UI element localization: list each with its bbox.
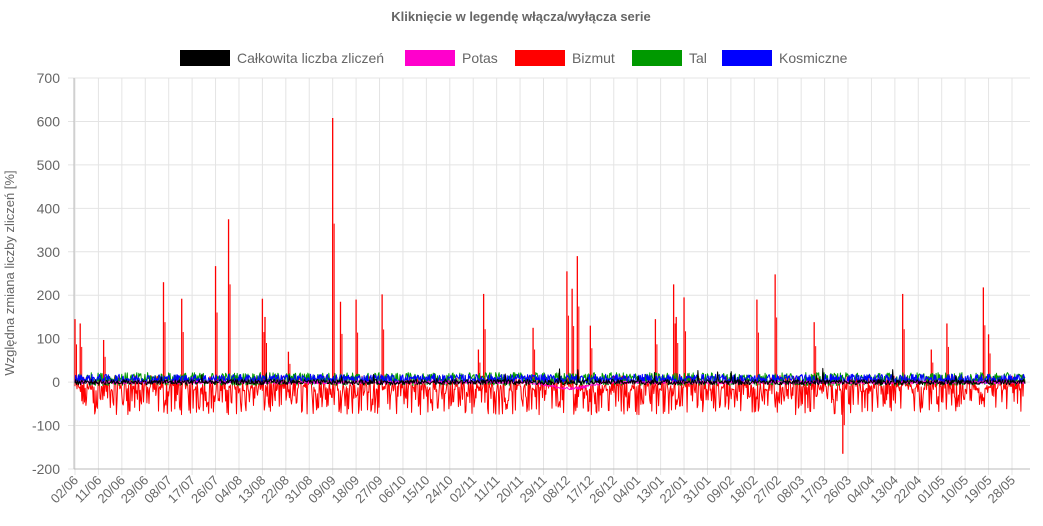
- y-tick-label: 100: [37, 331, 61, 347]
- legend-swatch: [405, 50, 455, 66]
- legend-swatch: [515, 50, 565, 66]
- x-tick-label: 28/05: [984, 473, 1018, 507]
- legend-swatch: [632, 50, 682, 66]
- plot-area: [74, 117, 1026, 454]
- y-tick-label: -100: [32, 418, 60, 434]
- legend-label: Potas: [462, 50, 498, 66]
- y-tick-label: 300: [37, 244, 61, 260]
- legend-label: Bizmut: [572, 50, 615, 66]
- legend-label: Tal: [689, 50, 707, 66]
- y-axis-ticks: 700 600 500 400 300 200 100 0 -100 -200: [32, 70, 60, 477]
- y-axis-label: Względna zmiana liczby zliczeń [%]: [2, 170, 17, 375]
- y-tick-label: -200: [32, 461, 60, 477]
- chart-title: Kliknięcie w legendę włącza/wyłącza seri…: [391, 9, 650, 24]
- legend-item[interactable]: Kosmiczne: [722, 50, 848, 66]
- series-line-0: [74, 367, 1026, 386]
- legend-item[interactable]: Całkowita liczba zliczeń: [180, 50, 384, 66]
- grid: [68, 77, 1030, 475]
- legend-label: Kosmiczne: [779, 50, 848, 66]
- y-tick-label: 600: [37, 113, 61, 129]
- y-tick-label: 200: [37, 287, 61, 303]
- series-line-4: [74, 373, 1026, 384]
- y-tick-label: 500: [37, 157, 61, 173]
- legend-swatch: [180, 50, 230, 66]
- legend-item[interactable]: Bizmut: [515, 50, 615, 66]
- legend-label: Całkowita liczba zliczeń: [237, 50, 384, 66]
- y-tick-label: 700: [37, 70, 61, 86]
- y-tick-label: 0: [52, 374, 60, 390]
- legend-item[interactable]: Potas: [405, 50, 498, 66]
- x-axis-ticks: 02/0611/0620/0629/0608/0717/0726/0704/08…: [48, 473, 1019, 507]
- y-tick-label: 400: [37, 200, 61, 216]
- legend: Całkowita liczba zliczeń Potas Bizmut Tal Ko…: [180, 50, 848, 66]
- legend-swatch: [722, 50, 772, 66]
- legend-item[interactable]: Tal: [632, 50, 707, 66]
